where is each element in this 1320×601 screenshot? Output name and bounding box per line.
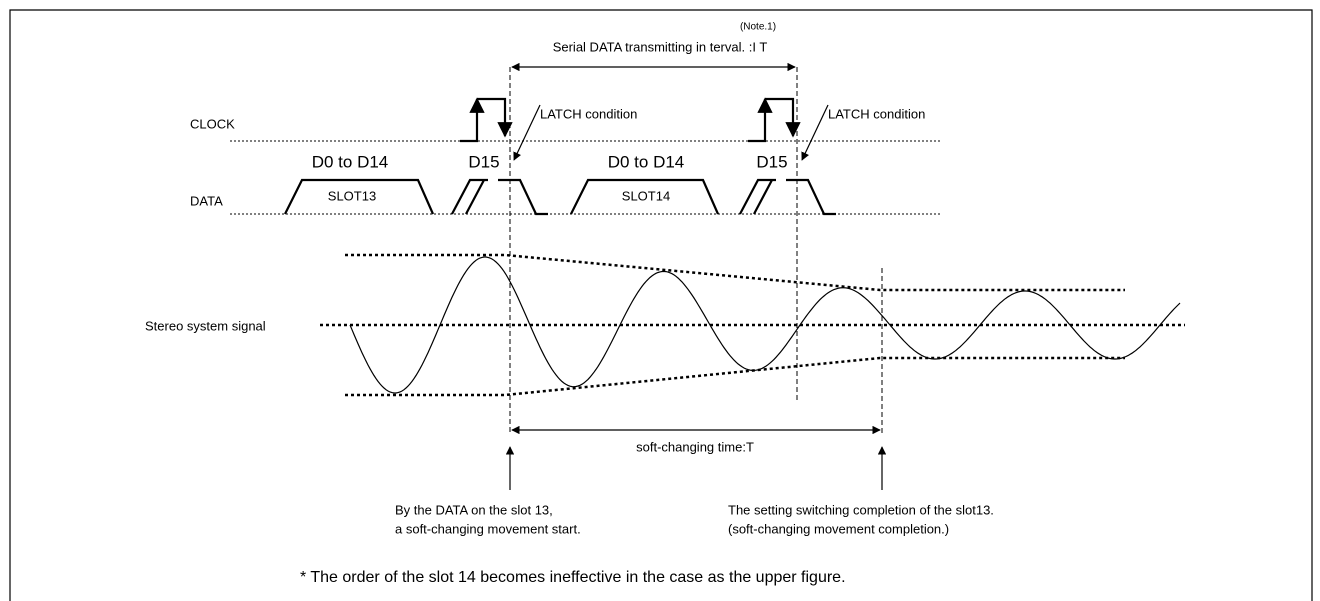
end-note: The setting switching completion of the …	[728, 502, 994, 517]
footnote: * The order of the slot 14 becomes ineff…	[300, 569, 846, 586]
data-group: D0 to D14	[312, 152, 389, 171]
start-note: a soft-changing movement start.	[395, 521, 581, 536]
data-group: D15	[756, 152, 787, 171]
latch-label: LATCH condition	[540, 106, 637, 121]
slot-label: SLOT13	[328, 188, 376, 203]
data-label: DATA	[190, 193, 223, 208]
soft-time-label: soft-changing time:T	[636, 439, 754, 454]
data-waveform	[284, 178, 836, 216]
signal-label: Stereo system signal	[145, 318, 266, 333]
latch-pointer	[513, 104, 541, 161]
signal-wave	[349, 256, 1181, 394]
slot-label: SLOT14	[622, 188, 670, 203]
note: (Note.1)	[740, 22, 776, 33]
clock-label: CLOCK	[190, 116, 235, 131]
envelope-bottom	[345, 356, 1125, 397]
start-note: By the DATA on the slot 13,	[395, 502, 553, 517]
end-note: (soft-changing movement completion.)	[728, 521, 949, 536]
clock-pulse	[460, 97, 801, 143]
interval-label: Serial DATA transmitting in terval. :I T	[553, 39, 768, 54]
envelope-top	[345, 253, 1125, 292]
latch-label: LATCH condition	[828, 106, 925, 121]
latch-pointer	[801, 104, 829, 161]
frame	[9, 9, 1313, 601]
data-group: D0 to D14	[608, 152, 685, 171]
data-group: D15	[468, 152, 499, 171]
